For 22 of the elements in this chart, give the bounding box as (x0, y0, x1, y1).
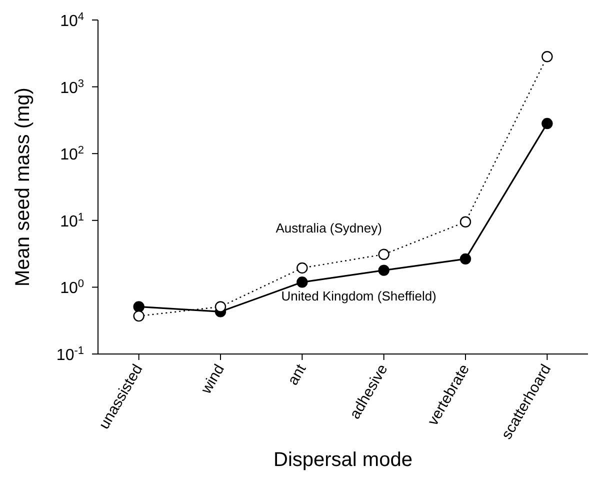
y-tick-label: 10$^{1}$ (60, 211, 84, 230)
y-tick-label: 10$^{-1}$ (56, 345, 84, 364)
point (296, 276, 308, 288)
series-label: Australia (Sydney) (276, 220, 382, 236)
point (133, 310, 144, 322)
y-tick-label: 10$^{0}$ (60, 278, 84, 298)
y-tick-label: 10$^{4}$ (60, 11, 84, 30)
point (378, 248, 390, 260)
y-tick-label: 10$^{2}$ (60, 144, 84, 164)
point (460, 216, 472, 228)
point (542, 51, 553, 62)
y-tick-label: 10$^{3}$ (60, 78, 84, 97)
y-axis-title: Mean seed mass (mg) (12, 88, 34, 286)
point (133, 301, 144, 312)
x-tick-label: ant (284, 360, 310, 388)
point (214, 301, 226, 312)
point (460, 253, 472, 265)
series-label: United Kingdom (Sheffield) (281, 288, 436, 304)
point (296, 262, 308, 274)
x-axis-title: Dispersal mode (274, 449, 412, 471)
point (542, 118, 553, 130)
point (378, 264, 390, 276)
